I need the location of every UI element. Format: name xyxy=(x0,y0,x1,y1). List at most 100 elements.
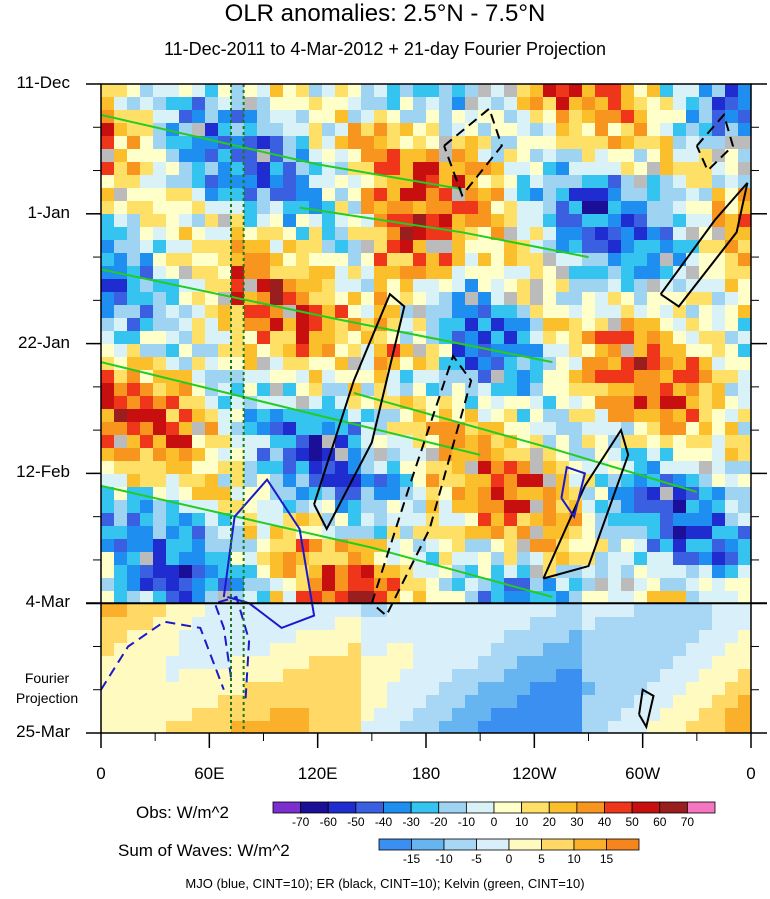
field-cell xyxy=(374,513,388,527)
field-cell xyxy=(348,617,362,631)
field-cell xyxy=(309,682,323,696)
field-cell xyxy=(517,513,531,527)
field-cell xyxy=(491,305,505,319)
field-cell xyxy=(504,487,518,501)
field-cell xyxy=(582,253,596,267)
field-cell xyxy=(140,591,154,605)
field-cell xyxy=(270,565,284,579)
field-cell xyxy=(582,409,596,423)
field-cell xyxy=(478,500,492,514)
field-cell xyxy=(543,539,557,553)
field-cell xyxy=(231,422,245,436)
field-cell xyxy=(647,331,661,345)
field-cell xyxy=(426,318,440,332)
field-cell xyxy=(660,84,674,98)
field-cell xyxy=(101,461,115,475)
field-cell xyxy=(244,97,258,111)
field-cell xyxy=(231,435,245,449)
field-cell xyxy=(192,240,206,254)
field-cell xyxy=(738,357,751,371)
field-cell xyxy=(140,175,154,189)
field-cell xyxy=(413,331,427,345)
field-cell xyxy=(153,513,167,527)
field-cell xyxy=(348,240,362,254)
field-cell xyxy=(699,201,713,215)
kelvin-contour xyxy=(101,268,553,364)
field-cell xyxy=(140,240,154,254)
field-cell xyxy=(270,201,284,215)
field-cell xyxy=(491,539,505,553)
field-cell xyxy=(244,591,258,605)
field-cell xyxy=(725,669,739,683)
field-cell xyxy=(647,578,661,592)
field-cell xyxy=(712,461,726,475)
field-cell xyxy=(439,279,453,293)
field-cell xyxy=(413,266,427,280)
field-cell xyxy=(686,721,700,733)
field-cell xyxy=(140,461,154,475)
colorbar-tick-label: -50 xyxy=(347,815,365,829)
field-cell xyxy=(283,435,297,449)
field-cell xyxy=(426,162,440,176)
field-cell xyxy=(322,656,336,670)
field-cell xyxy=(712,474,726,488)
field-cell xyxy=(439,188,453,202)
field-cell xyxy=(621,253,635,267)
field-cell xyxy=(101,253,115,267)
field-cell xyxy=(387,500,401,514)
field-cell xyxy=(738,409,751,423)
field-cell xyxy=(530,149,544,163)
field-cell xyxy=(179,253,193,267)
colorbar-box xyxy=(606,838,640,851)
field-cell xyxy=(322,253,336,267)
field-cell xyxy=(166,604,180,618)
field-cell xyxy=(426,474,440,488)
field-cell xyxy=(166,643,180,657)
field-cell xyxy=(413,565,427,579)
field-cell xyxy=(166,565,180,579)
field-cell xyxy=(413,292,427,306)
field-cell xyxy=(504,552,518,566)
field-cell xyxy=(179,110,193,124)
field-cell xyxy=(205,474,219,488)
field-cell xyxy=(283,669,297,683)
field-cell xyxy=(218,708,232,722)
field-cell xyxy=(543,201,557,215)
field-cell xyxy=(374,188,388,202)
field-cell xyxy=(465,487,479,501)
field-cell xyxy=(439,318,453,332)
field-cell xyxy=(517,292,531,306)
field-cell xyxy=(218,565,232,579)
field-cell xyxy=(244,409,258,423)
field-cell xyxy=(556,253,570,267)
field-cell xyxy=(348,188,362,202)
field-cell xyxy=(686,253,700,267)
field-cell xyxy=(647,461,661,475)
field-cell xyxy=(348,84,362,98)
field-cell xyxy=(231,253,245,267)
field-cell xyxy=(218,461,232,475)
field-cell xyxy=(166,721,180,733)
field-cell xyxy=(595,669,609,683)
field-cell xyxy=(543,110,557,124)
field-cell xyxy=(530,266,544,280)
field-cell xyxy=(712,669,726,683)
field-cell xyxy=(114,331,128,345)
field-cell xyxy=(101,695,115,709)
field-cell xyxy=(517,461,531,475)
field-cell xyxy=(738,84,751,98)
field-cell xyxy=(309,292,323,306)
field-cell xyxy=(270,422,284,436)
field-cell xyxy=(192,474,206,488)
field-cell xyxy=(257,578,271,592)
field-cell xyxy=(296,435,310,449)
field-cell xyxy=(413,188,427,202)
field-cell xyxy=(712,552,726,566)
field-cell xyxy=(374,552,388,566)
field-cell xyxy=(673,318,687,332)
obs-colorbar: -70 -60 -50 -40 -30 -20 -10 0 10 20 30 40 50 60 70 xyxy=(272,801,716,829)
field-cell xyxy=(595,123,609,137)
field-cell xyxy=(608,396,622,410)
colorbar-box xyxy=(476,838,510,851)
field-cell xyxy=(530,110,544,124)
